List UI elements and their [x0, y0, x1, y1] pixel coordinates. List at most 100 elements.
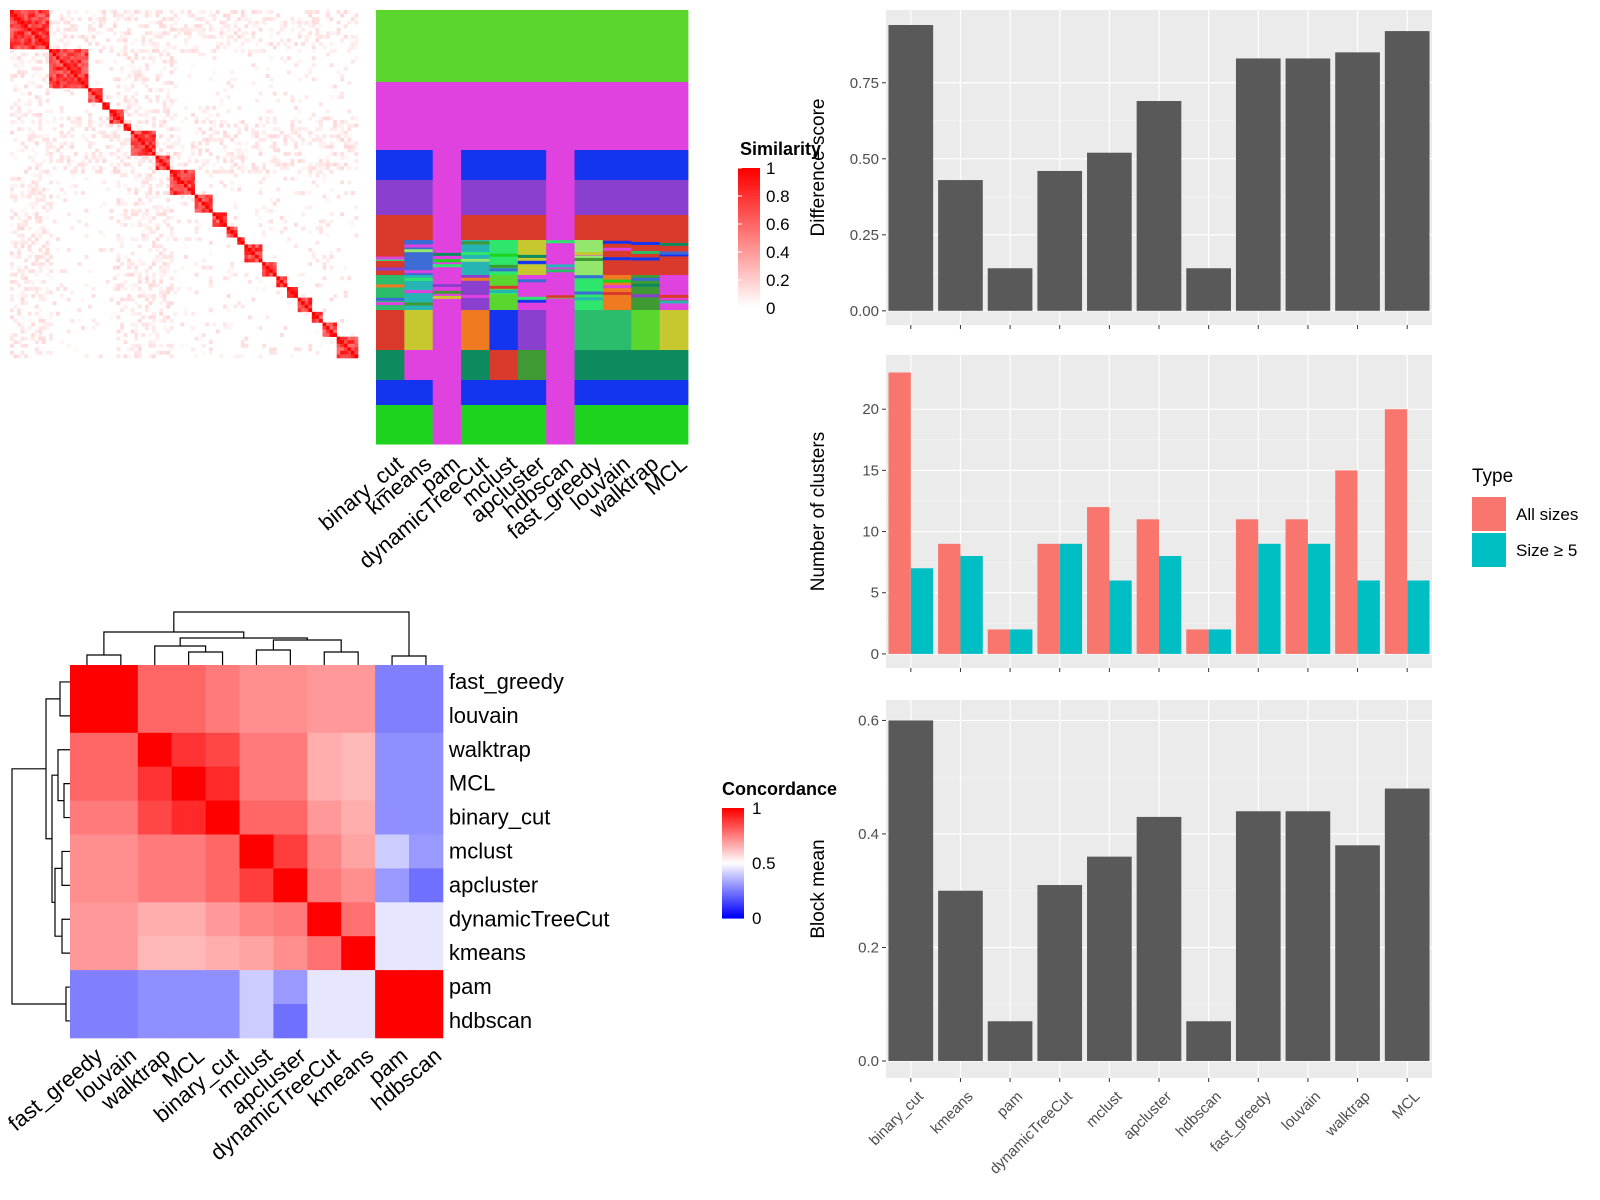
similarity-cell: [223, 215, 227, 220]
similarity-cell: [144, 272, 149, 277]
similarity-cell: [297, 308, 302, 313]
dendrogram-branch: [173, 611, 410, 656]
similarity-cell: [148, 98, 153, 103]
similarity-cell: [34, 134, 39, 139]
similarity-cell: [223, 88, 227, 92]
similarity-cell: [350, 34, 355, 39]
dendrogram-branch: [154, 645, 207, 665]
similarity-cell: [84, 137, 89, 142]
similarity-cell: [354, 144, 359, 149]
similarity-cell: [73, 49, 78, 53]
similarity-cell: [176, 173, 181, 178]
similarity-cell: [308, 247, 313, 252]
similarity-cell: [251, 258, 256, 263]
similarity-cell: [24, 336, 29, 341]
similarity-cell: [279, 27, 284, 32]
similarity-cell: [31, 45, 36, 50]
similarity-cell: [17, 98, 21, 103]
similarity-cell: [73, 70, 78, 75]
similarity-cell: [102, 166, 107, 171]
cluster-strip-segment: [432, 310, 462, 351]
similarity-cell: [152, 230, 156, 235]
cluster-strip-segment: [404, 10, 434, 83]
similarity-cell: [290, 176, 295, 181]
similarity-cell: [116, 329, 121, 334]
similarity-cell: [45, 326, 50, 330]
similarity-cell: [244, 24, 249, 29]
similarity-cell: [66, 155, 71, 160]
similarity-cell: [95, 31, 100, 36]
similarity-cell: [59, 52, 64, 57]
similarity-cell: [159, 290, 163, 295]
similarity-cell: [258, 27, 263, 32]
similarity-cell: [63, 41, 68, 46]
similarity-cell: [34, 230, 39, 235]
cluster-strip-segment: [546, 150, 575, 181]
concordance-cell: [239, 766, 274, 801]
similarity-cell: [144, 191, 149, 195]
similarity-cell: [333, 326, 337, 330]
similarity-cell: [272, 144, 277, 149]
cluster-strip-segment: [659, 380, 689, 406]
similarity-cell: [265, 66, 270, 71]
similarity-cell: [255, 130, 259, 135]
similarity-cell: [141, 155, 146, 160]
similarity-cell: [308, 24, 313, 29]
similarity-cell: [354, 347, 359, 352]
similarity-cell: [127, 56, 132, 61]
similarity-cell: [251, 144, 256, 149]
similarity-cell: [17, 283, 21, 288]
x-tick-label-binary_cut: binary_cut: [866, 1088, 928, 1150]
similarity-cell: [49, 173, 53, 178]
similarity-cell: [155, 184, 160, 188]
similarity-cell: [166, 223, 171, 227]
similarity-cell: [31, 120, 36, 124]
similarity-cell: [340, 130, 345, 135]
similarity-cell: [10, 191, 14, 195]
similarity-cell: [322, 333, 327, 337]
similarity-cell: [141, 184, 146, 188]
similarity-cell: [176, 191, 181, 195]
similarity-cell: [130, 251, 135, 256]
similarity-cell: [109, 247, 114, 252]
similarity-cell: [81, 73, 85, 78]
similarity-cell: [159, 265, 163, 270]
similarity-cell: [120, 70, 124, 75]
cluster-strip-segment: [517, 215, 547, 241]
similarity-cell: [27, 38, 32, 43]
similarity-cell: [212, 27, 217, 32]
concordance-legend-gradient: [722, 876, 744, 879]
cluster-strip-band: [602, 285, 632, 289]
similarity-cell: [318, 123, 323, 128]
similarity-cell: [20, 301, 25, 306]
similarity-cell: [343, 336, 348, 341]
cluster-strip-segment: [631, 82, 661, 151]
similarity-cell: [318, 102, 323, 107]
similarity-cell: [27, 109, 32, 114]
similarity-cell: [152, 283, 156, 288]
concordance-cell: [171, 766, 206, 801]
similarity-cell: [169, 180, 174, 185]
similarity-cell: [59, 84, 64, 89]
similarity-cell: [166, 45, 171, 50]
similarity-cell: [17, 251, 21, 256]
cluster-strip-band: [461, 258, 490, 262]
cluster-strip-segment: [461, 180, 490, 216]
similarity-cell: [123, 255, 128, 259]
similarity-cell: [159, 269, 163, 274]
similarity-cell: [290, 20, 295, 25]
concordance-legend-gradient: [722, 863, 744, 866]
similarity-cell: [17, 176, 21, 181]
similarity-cell: [56, 45, 61, 50]
similarity-cell: [144, 173, 149, 178]
similarity-cell: [41, 340, 46, 345]
similarity-cell: [315, 162, 320, 167]
similarity-cell: [102, 247, 107, 252]
similarity-cell: [24, 215, 29, 220]
type-legend-title: Type: [1472, 466, 1513, 487]
concordance-legend-gradient: [722, 904, 744, 908]
similarity-cell: [308, 262, 313, 266]
similarity-cell: [244, 123, 249, 128]
similarity-cell: [279, 230, 284, 235]
